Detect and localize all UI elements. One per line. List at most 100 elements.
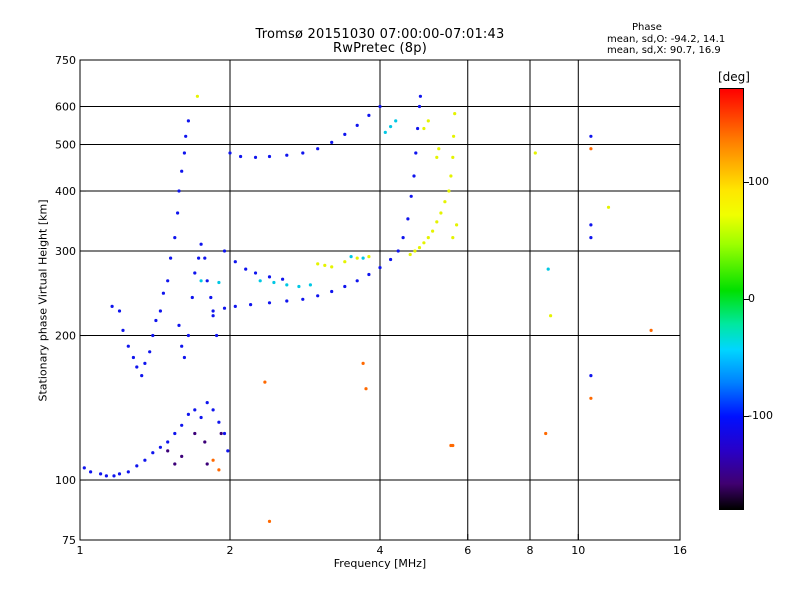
data-point: [199, 242, 203, 246]
data-point: [330, 265, 334, 269]
data-point: [217, 468, 221, 472]
data-point: [437, 147, 441, 151]
data-point: [422, 126, 426, 131]
data-point: [301, 151, 305, 155]
title-line-2: RwPretec (8p): [333, 41, 427, 56]
data-point: [253, 155, 258, 159]
y-tick-label: 100: [55, 474, 76, 487]
data-point: [452, 134, 456, 138]
data-point: [297, 284, 301, 289]
data-point: [431, 229, 435, 233]
data-point: [451, 155, 455, 159]
data-point: [151, 451, 155, 455]
data-point: [406, 217, 410, 221]
data-point: [589, 374, 593, 378]
data-point: [285, 299, 289, 303]
data-point: [148, 350, 152, 354]
data-point: [211, 309, 215, 313]
data-point: [355, 279, 359, 283]
data-point: [267, 519, 272, 524]
y-tick-label: 300: [55, 245, 76, 258]
colorbar-tick-label: 100: [748, 174, 769, 188]
data-point: [126, 470, 130, 474]
data-point: [121, 328, 125, 332]
y-tick-label: 500: [55, 139, 76, 152]
data-point: [367, 255, 371, 259]
data-point: [199, 415, 203, 420]
phase-o-stats: mean, sd,O: -94.2, 14.1: [607, 34, 726, 45]
data-point: [154, 318, 158, 323]
data-point: [285, 283, 289, 287]
colorbar-tick: [744, 181, 749, 183]
data-point: [184, 134, 188, 138]
data-point: [249, 303, 253, 307]
data-point: [308, 283, 312, 287]
data-point: [378, 104, 382, 109]
data-point: [272, 280, 276, 285]
data-point: [439, 211, 443, 215]
data-point: [205, 462, 209, 466]
data-point: [117, 309, 122, 313]
data-point: [343, 260, 347, 264]
data-point: [180, 454, 184, 458]
data-point: [396, 249, 400, 253]
data-point: [589, 236, 593, 240]
data-point: [110, 304, 114, 308]
x-tick-label: 16: [673, 544, 687, 557]
data-point: [426, 119, 430, 123]
title-line-1: Tromsø 20151030 07:00:00-07:01:43: [255, 27, 505, 42]
data-point: [233, 260, 237, 264]
phase-heading: Phase: [632, 22, 662, 33]
data-point: [177, 189, 181, 193]
data-point: [239, 154, 243, 159]
data-point: [453, 112, 457, 116]
colorbar-tick: [744, 416, 749, 418]
data-point: [316, 294, 320, 298]
data-point: [378, 266, 382, 270]
data-point: [409, 194, 413, 198]
data-point: [367, 113, 371, 117]
data-point: [330, 140, 334, 144]
data-point: [316, 147, 320, 151]
data-point: [104, 474, 108, 478]
data-point: [435, 155, 439, 159]
data-point: [199, 279, 203, 283]
data-point: [166, 449, 170, 453]
data-point: [112, 474, 116, 478]
data-point: [263, 380, 267, 384]
data-point: [186, 412, 190, 416]
data-point: [414, 151, 418, 155]
data-point: [126, 344, 130, 348]
data-point: [203, 440, 207, 444]
data-point: [343, 132, 347, 136]
data-point: [412, 174, 416, 178]
data-point: [401, 236, 405, 240]
data-point: [203, 256, 207, 260]
data-point: [195, 94, 199, 98]
data-point: [180, 423, 184, 427]
data-point: [355, 123, 359, 127]
data-point: [169, 256, 173, 260]
x-tick-label: 2: [227, 544, 234, 557]
data-point: [451, 443, 455, 448]
data-point: [193, 431, 197, 436]
colorbar-tick-label: -100: [748, 409, 773, 423]
data-point: [186, 119, 190, 123]
data-point: [209, 295, 213, 300]
data-point: [82, 466, 86, 470]
data-point: [389, 125, 393, 129]
data-point: [158, 309, 162, 313]
colorbar-tick: [744, 299, 749, 300]
x-tick-label: 10: [571, 544, 585, 557]
data-point: [135, 464, 139, 468]
data-point: [186, 333, 190, 338]
data-point: [589, 396, 593, 400]
data-point: [211, 408, 215, 412]
data-point: [544, 431, 548, 436]
data-point: [222, 306, 227, 310]
colorbar-tick-label: 0: [748, 292, 755, 305]
colorbar-title: [deg]: [718, 70, 750, 84]
data-point: [228, 151, 232, 155]
data-point: [217, 280, 221, 285]
